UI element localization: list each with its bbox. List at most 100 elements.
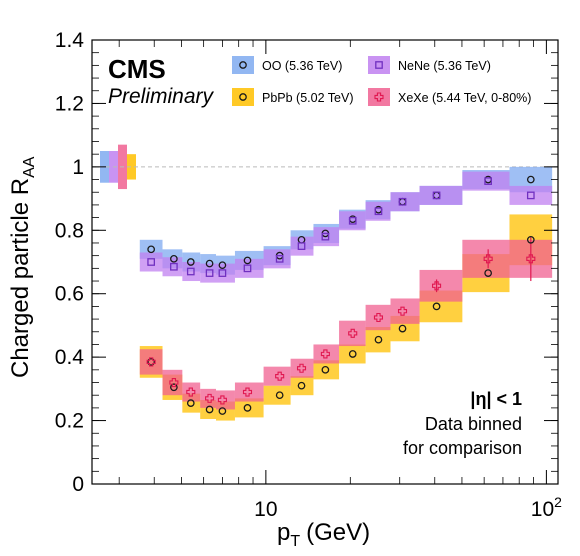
y-tick-label-1: 0.2 xyxy=(55,410,84,433)
y-tick-label-5: 1 xyxy=(72,156,84,179)
band-s3-p11 xyxy=(390,298,420,324)
band-s2-p8 xyxy=(313,360,340,380)
band-s1-p3 xyxy=(200,263,216,283)
legend-marker-2 xyxy=(239,93,247,101)
band-s3-p1 xyxy=(162,369,183,396)
marker-s1-p7 xyxy=(297,242,306,250)
x-axis-title-unit: (GeV) xyxy=(306,519,370,546)
x-tick-label-1: 102 xyxy=(531,494,562,521)
marker-s3-p2 xyxy=(186,387,196,397)
annotation-comparison: for comparison xyxy=(403,438,522,458)
marker-s1-p6 xyxy=(275,254,284,263)
data-markers xyxy=(146,175,536,415)
band-s1-p11 xyxy=(390,192,420,212)
marker-s2-p4 xyxy=(218,407,227,415)
marker-s1-p0 xyxy=(147,258,155,266)
marker-s0-p0 xyxy=(147,245,155,254)
marker-s1-p8 xyxy=(321,232,330,241)
status-label: Preliminary xyxy=(108,85,215,108)
marker-s3-p6 xyxy=(275,371,285,381)
x-tick-label-base-1: 10 xyxy=(531,498,554,521)
x-tick-label-base-0: 10 xyxy=(254,498,277,521)
legend-marker-1 xyxy=(375,61,383,69)
legend-swatch-1 xyxy=(368,56,390,74)
marker-s2-p11 xyxy=(398,324,407,333)
tick-labels: 00.20.40.60.811.21.410 102 xyxy=(55,29,562,521)
marker-s2-p8 xyxy=(321,365,330,374)
x-tick-label-exp-1: 2 xyxy=(554,494,562,510)
y-axis-title: Charged particle RAA xyxy=(7,156,38,378)
band-s3-p13 xyxy=(462,239,510,278)
axes-frame xyxy=(91,39,559,485)
marker-s2-p1 xyxy=(170,383,178,392)
legend-swatch-2 xyxy=(232,88,254,106)
plot-frame xyxy=(91,39,559,485)
marker-s1-p1 xyxy=(170,262,178,271)
marker-s3-p7 xyxy=(296,363,307,373)
band-s3-p10 xyxy=(365,304,391,331)
x-axis-title-main: p xyxy=(277,519,290,546)
legend-label-0: OO (5.36 TeV) xyxy=(262,59,342,73)
band-s3-p4 xyxy=(215,390,235,410)
norm-band-2 xyxy=(127,154,136,180)
marker-s0-p4 xyxy=(218,261,227,270)
band-s2-p5 xyxy=(234,398,264,418)
marker-s3-p3 xyxy=(205,393,215,403)
band-s3-p7 xyxy=(290,358,314,378)
legend-swatch-3 xyxy=(368,88,390,106)
marker-s1-p10 xyxy=(374,207,383,216)
marker-s1-p13 xyxy=(484,177,492,185)
marker-s1-p11 xyxy=(398,197,407,206)
marker-s2-p6 xyxy=(275,391,284,400)
legend-label-1: NeNe (5.36 TeV) xyxy=(398,59,491,73)
x-axis-title-sub: T xyxy=(290,533,300,550)
marker-s2-p7 xyxy=(297,381,306,390)
marker-s3-p8 xyxy=(320,349,330,359)
experiment-label: CMS xyxy=(108,54,166,84)
marker-s1-p12 xyxy=(432,191,441,200)
marker-s3-p5 xyxy=(242,387,253,397)
band-s2-p10 xyxy=(365,327,391,353)
marker-s1-p14 xyxy=(526,191,535,200)
y-tick-label-3: 0.6 xyxy=(55,283,84,306)
marker-s2-p14 xyxy=(526,235,535,244)
y-tick-label-2: 0.4 xyxy=(55,346,85,369)
marker-s1-p9 xyxy=(348,216,357,225)
y-tick-label-6: 1.2 xyxy=(55,92,84,115)
marker-s2-p10 xyxy=(374,335,383,344)
marker-s3-p9 xyxy=(348,328,358,338)
marker-s1-p5 xyxy=(243,264,252,273)
annotation-eta: |η| < 1 xyxy=(470,389,522,409)
band-s3-p6 xyxy=(263,366,291,386)
legend-label-2: PbPb (5.02 TeV) xyxy=(262,91,354,105)
marker-s2-p0 xyxy=(147,358,155,366)
marker-s0-p2 xyxy=(186,258,195,266)
band-s1-p14 xyxy=(509,185,553,205)
marker-s0-p1 xyxy=(170,254,178,263)
marker-s3-p13 xyxy=(483,254,493,264)
band-s1-p1 xyxy=(162,257,183,277)
y-tick-label-4: 0.8 xyxy=(55,219,84,242)
band-s2-p7 xyxy=(290,376,314,396)
marker-s0-p3 xyxy=(205,259,214,268)
band-s1-p12 xyxy=(419,185,463,205)
marker-s3-p10 xyxy=(373,312,384,323)
band-s3-p0 xyxy=(139,349,163,375)
marker-s3-p12 xyxy=(432,281,442,291)
legend-label-3: XeXe (5.44 TeV, 0-80%) xyxy=(398,91,531,105)
marker-s0-p5 xyxy=(243,256,252,265)
marker-s1-p3 xyxy=(205,269,214,277)
marker-s3-p14 xyxy=(526,254,536,264)
marker-s2-p5 xyxy=(243,404,252,412)
x-axis-title: pT (GeV) xyxy=(277,519,370,550)
marker-s1-p4 xyxy=(218,269,227,277)
marker-s0-p14 xyxy=(526,175,535,184)
uncertainty-bands xyxy=(139,166,553,421)
y-tick-label-7: 1.4 xyxy=(55,29,85,52)
band-s1-p0 xyxy=(139,252,163,272)
band-s1-p9 xyxy=(339,211,366,231)
y-axis-title-sub: AA xyxy=(21,156,38,178)
marker-s2-p9 xyxy=(348,350,357,358)
